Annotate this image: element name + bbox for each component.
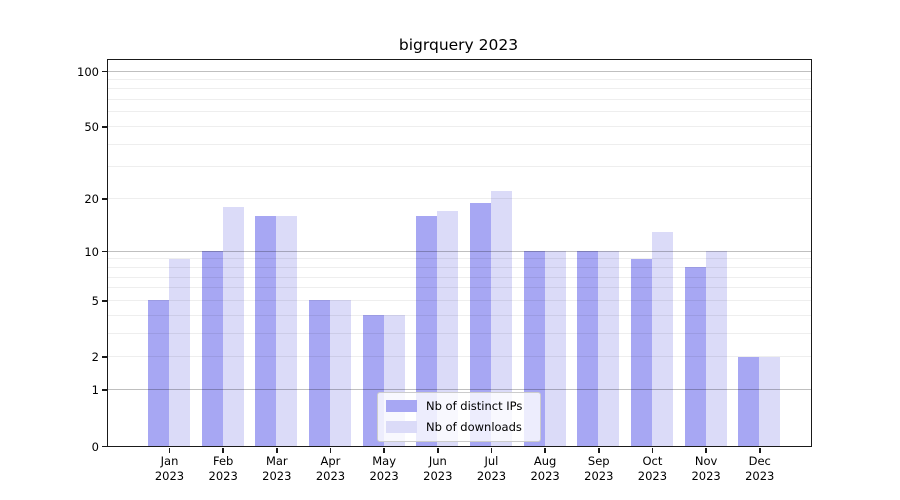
bar-downloads [490, 191, 512, 446]
bar-downloads [544, 251, 566, 446]
x-tick [168, 448, 171, 453]
bar-distinct-ips [308, 300, 330, 446]
x-tick [598, 448, 600, 453]
bar-downloads [437, 211, 459, 446]
gridline [108, 258, 811, 260]
gridline [108, 314, 811, 316]
bar-distinct-ips [684, 267, 706, 446]
bar-distinct-ips [469, 202, 491, 446]
gridline [108, 111, 811, 113]
bar-downloads [759, 356, 781, 446]
legend-swatch-distinct-ips [386, 400, 417, 412]
y-tick-label: 10 [84, 244, 99, 259]
x-tick-label: Jul 2023 [476, 454, 507, 483]
x-tick [437, 448, 439, 453]
legend-swatch-downloads [386, 421, 417, 433]
bar-downloads [222, 206, 244, 446]
gridline [108, 287, 811, 289]
x-tick-label: Jan 2023 [154, 454, 185, 483]
x-tick [651, 448, 654, 453]
y-tick-label: 20 [84, 192, 99, 207]
legend-item-downloads: Nb of downloads [386, 419, 532, 435]
bar-distinct-ips [255, 215, 277, 446]
gridline [108, 198, 811, 200]
y-tick-label: 2 [91, 350, 99, 365]
bar-distinct-ips [201, 251, 223, 446]
y-tick-label: 5 [91, 293, 99, 308]
x-tick-label: Aug 2023 [530, 454, 560, 483]
bar-downloads [651, 231, 673, 446]
x-tick [544, 448, 546, 453]
legend-item-distinct-ips: Nb of distinct IPs [386, 398, 532, 414]
x-tick [490, 448, 493, 453]
gridline [108, 299, 811, 301]
bar-distinct-ips [738, 356, 760, 446]
gridline [108, 332, 811, 334]
y-tick [102, 250, 107, 253]
gridline [108, 143, 811, 145]
gridline [108, 266, 811, 268]
legend: Nb of distinct IPs Nb of downloads [377, 392, 541, 442]
y-tick [102, 445, 107, 448]
y-tick [102, 70, 107, 73]
x-tick-label: Feb 2023 [208, 454, 238, 483]
y-tick [102, 300, 107, 302]
gridline [108, 276, 811, 278]
bar-distinct-ips [630, 258, 652, 446]
y-tick-label: 50 [84, 120, 99, 135]
x-tick-label: Oct 2023 [637, 454, 668, 483]
bar-distinct-ips [416, 215, 438, 446]
x-tick-label: Jun 2023 [423, 454, 453, 483]
x-tick-label: Apr 2023 [315, 454, 346, 483]
x-tick [329, 448, 332, 453]
x-tick-label: Mar 2023 [262, 454, 292, 483]
y-tick [102, 126, 107, 128]
plot-area [107, 59, 812, 447]
bar-downloads [705, 251, 727, 446]
y-tick-label: 1 [91, 383, 99, 398]
x-tick [222, 448, 224, 453]
x-tick [705, 448, 707, 453]
x-tick-label: May 2023 [369, 454, 399, 483]
x-tick [383, 448, 385, 453]
x-tick-label: Dec 2023 [745, 454, 775, 483]
x-tick [276, 448, 278, 453]
bar-downloads [598, 251, 620, 446]
gridline [108, 99, 811, 101]
gridline [108, 78, 811, 80]
chart-title: bigrquery 2023 [398, 36, 519, 54]
y-tick [102, 389, 107, 391]
gridline [108, 250, 811, 252]
y-tick-label: 100 [77, 64, 99, 79]
gridline [108, 88, 811, 90]
gridline [108, 166, 811, 168]
legend-label-distinct-ips: Nb of distinct IPs [426, 399, 523, 413]
bar-distinct-ips [148, 300, 169, 446]
gridline [108, 126, 811, 128]
gridline [108, 389, 811, 391]
bar-downloads [276, 215, 298, 446]
y-tick [102, 356, 107, 358]
gridline [108, 70, 811, 72]
x-tick-label: Sep 2023 [584, 454, 614, 483]
bar-distinct-ips [577, 251, 599, 446]
x-tick-label: Nov 2023 [691, 454, 721, 483]
bar-downloads [169, 258, 190, 446]
legend-label-downloads: Nb of downloads [426, 420, 522, 434]
bar-downloads [329, 300, 351, 446]
x-tick [759, 448, 761, 453]
gridline [108, 356, 811, 358]
y-tick [102, 198, 107, 200]
y-tick-label: 0 [91, 439, 99, 454]
